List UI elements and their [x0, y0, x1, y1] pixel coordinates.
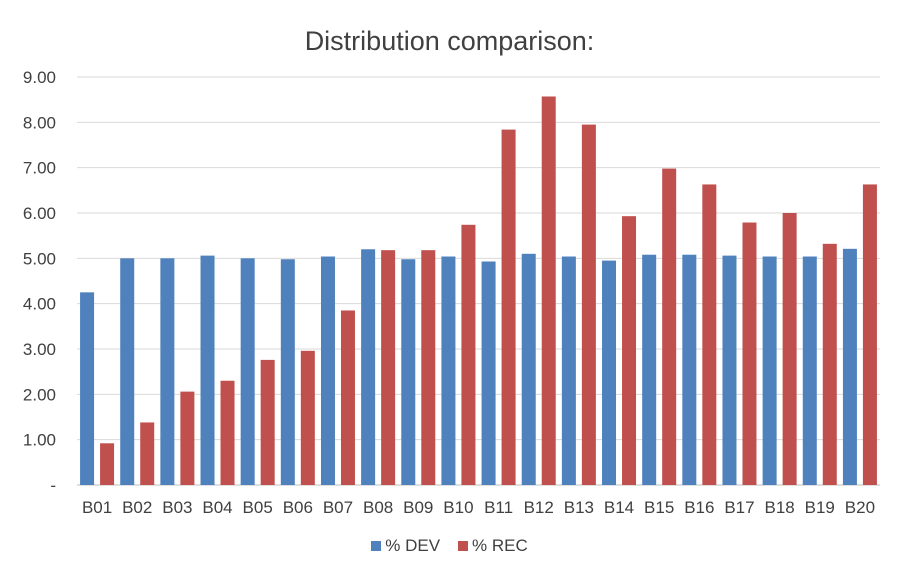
x-tick-label: B02: [122, 498, 152, 517]
y-tick-label: 8.00: [23, 113, 56, 132]
bar-rec: [702, 184, 717, 485]
bar-rec: [421, 250, 436, 485]
bar-rec: [581, 124, 596, 485]
bar-dev: [120, 258, 135, 485]
bar-rec: [461, 224, 476, 485]
x-tick-label: B19: [805, 498, 835, 517]
bar-rec: [782, 213, 797, 485]
legend: % DEV % REC: [0, 536, 899, 556]
bar-dev: [160, 258, 175, 485]
y-tick-label: 3.00: [23, 340, 56, 359]
bar-dev: [361, 249, 376, 485]
bar-rec: [822, 243, 837, 485]
y-tick-label: 7.00: [23, 159, 56, 178]
bar-rec: [541, 96, 556, 485]
bar-rec: [622, 216, 637, 485]
bar-dev: [80, 292, 95, 485]
x-tick-label: B15: [644, 498, 674, 517]
bar-dev: [401, 259, 416, 485]
bar-rec: [260, 359, 275, 485]
x-tick-label: B17: [724, 498, 754, 517]
x-tick-label: B03: [162, 498, 192, 517]
x-tick-label: B10: [443, 498, 473, 517]
bar-dev: [722, 255, 737, 485]
bar-dev: [521, 253, 536, 485]
bar-dev: [842, 248, 857, 485]
bar-rec: [100, 443, 115, 485]
bar-dev: [642, 254, 657, 485]
bar-dev: [200, 255, 215, 485]
x-tick-label: B20: [845, 498, 875, 517]
y-tick-label: 5.00: [23, 249, 56, 268]
x-tick-label: B01: [82, 498, 112, 517]
bar-rec: [742, 222, 757, 485]
bar-rec: [501, 129, 516, 485]
bar-rec: [300, 350, 315, 485]
legend-item-dev: % DEV: [371, 536, 440, 556]
legend-item-rec: % REC: [458, 536, 528, 556]
bar-dev: [320, 256, 335, 485]
x-tick-label: B08: [363, 498, 393, 517]
y-tick-label: 6.00: [23, 204, 56, 223]
bar-dev: [481, 261, 496, 485]
y-tick-label: 1.00: [23, 431, 56, 450]
y-tick-label: 4.00: [23, 295, 56, 314]
bar-dev: [802, 256, 817, 485]
bar-rec: [381, 250, 396, 485]
bar-rec: [862, 184, 877, 485]
bar-dev: [561, 256, 576, 485]
bar-rec: [340, 310, 355, 485]
bar-rec: [180, 391, 195, 485]
x-tick-label: B12: [524, 498, 554, 517]
x-tick-label: B11: [484, 498, 513, 517]
legend-swatch-dev: [371, 541, 382, 551]
x-tick-label: B07: [323, 498, 353, 517]
bar-dev: [240, 258, 255, 485]
x-tick-label: B09: [403, 498, 433, 517]
legend-label-rec: % REC: [472, 536, 528, 555]
y-tick-label: 9.00: [23, 68, 56, 87]
x-tick-label: B05: [243, 498, 273, 517]
x-tick-label: B06: [283, 498, 313, 517]
x-tick-label: B14: [604, 498, 634, 517]
bar-dev: [602, 260, 617, 485]
x-tick-label: B16: [684, 498, 714, 517]
y-tick-label: 2.00: [23, 385, 56, 404]
x-tick-label: B13: [564, 498, 594, 517]
legend-label-dev: % DEV: [385, 536, 441, 555]
x-tick-label: B04: [202, 498, 232, 517]
bar-dev: [762, 256, 777, 485]
bar-dev: [682, 254, 697, 485]
bar-dev: [280, 259, 295, 485]
chart-title: Distribution comparison:: [304, 26, 595, 56]
legend-swatch-rec: [458, 541, 469, 551]
bar-rec: [140, 422, 155, 485]
bar-dev: [441, 256, 456, 485]
x-tick-label: B18: [765, 498, 795, 517]
bar-rec: [662, 168, 677, 485]
bar-rec: [220, 380, 235, 485]
y-tick-label: -: [50, 476, 56, 495]
